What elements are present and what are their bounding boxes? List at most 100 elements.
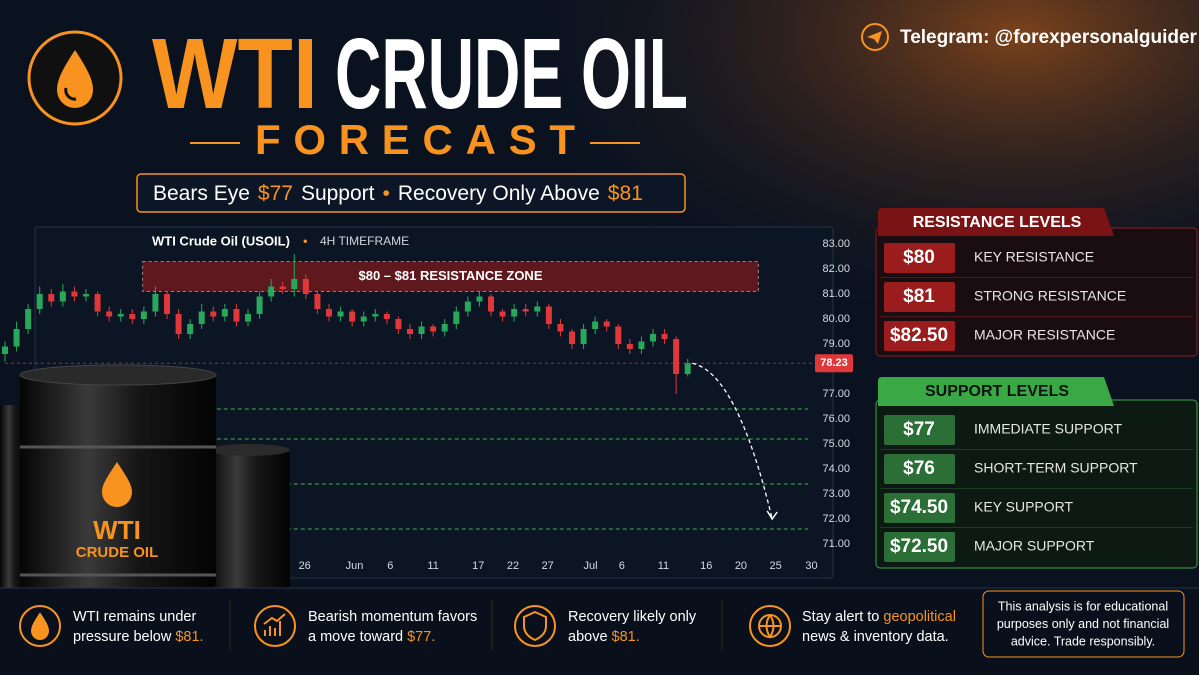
footer-text-part: Stay alert to [802,609,879,625]
level-label: MAJOR RESISTANCE [974,327,1115,343]
logo-shine [64,87,77,101]
projection-arrow [692,362,773,520]
footer-text: pressure below $81. [73,629,204,645]
candle-body [337,311,344,317]
y-tick-label: 74.00 [822,463,850,475]
candle-body [441,324,448,332]
plot: 83.0082.0081.0080.0079.0078.0077.0076.00… [2,238,853,572]
disclaimer-line: This analysis is for educational [998,599,1168,613]
candle-body [580,329,587,344]
x-tick-label: 30 [805,560,817,572]
disclaimer: This analysis is for educational purposes… [997,599,1169,648]
candle-body [268,286,275,297]
icon-drop [19,605,61,647]
level-label: IMMEDIATE SUPPORT [974,421,1123,437]
chart-title: WTI Crude Oil (USOIL) [152,233,290,248]
y-tick-label: 82.00 [822,263,850,275]
x-tick-label: 11 [658,560,669,572]
tagline-part: Recovery Only Above [398,182,600,205]
support-title: SUPPORT LEVELS [925,383,1069,400]
price-box [884,493,955,523]
candle-body [592,321,599,329]
candle-body [314,294,321,309]
candle-body [279,286,286,289]
telegram: Telegram: @forexpersonalguider [900,27,1198,48]
tagline-part: Support [301,182,375,205]
y-tick-label: 73.00 [822,488,850,500]
level-label: KEY RESISTANCE [974,249,1094,265]
price-box [884,321,955,351]
candle-body [140,311,147,319]
candle-body [661,334,668,339]
candle-body [2,346,8,354]
tagline-part: • [383,182,390,205]
x-tick-label: 6 [387,560,393,572]
icon-shield-shape [523,610,547,642]
candle-body [117,314,124,317]
candle-body [326,309,332,317]
candle-body [152,294,159,312]
resistance-rows: $80 KEY RESISTANCE $81 STRONG RESISTANCE $82… [880,243,1193,351]
footer-text: Recovery likely only [568,609,697,625]
x-tick-label: 17 [472,560,484,572]
icon-globe-lines [759,614,781,639]
price: $72.50 [890,536,948,557]
x-tick-label: 6 [619,560,625,572]
barrel-drop [102,462,132,507]
chart-title-separator: • [303,233,308,248]
price: $74.50 [890,497,948,518]
candle-body [233,309,240,322]
candle-body [673,339,680,374]
x-tick-label: 11 [427,560,438,572]
footer-text: Stay alert to geopolitical [802,609,956,625]
tagline-part: Bears Eye [153,182,250,205]
price: $82.50 [890,325,948,346]
candle-body [499,311,506,317]
price: $81 [903,286,935,307]
resistance-zone [142,261,759,292]
candle-body [430,326,437,332]
telegram-plane [867,31,882,44]
y-tick-label: 72.00 [822,513,850,525]
candle-body [464,301,471,312]
candle-body [198,311,205,324]
price: $80 [903,247,935,268]
icon-shield [514,605,556,647]
candle-body [25,309,32,329]
price-box [884,532,955,562]
barrel-main-top [19,364,217,386]
candle-body [626,344,633,349]
tagline-part: $81 [608,182,643,205]
x-tick-label: 16 [700,560,712,572]
candle-body [36,294,43,309]
candle-body [650,334,656,342]
footer-text-part: geopolitical [883,609,956,625]
current-price-label: 78.23 [820,357,848,369]
price: $76 [903,458,935,479]
y-tick-label: 81.00 [822,288,850,300]
chart-timeframe: 4H TIMEFRAME [320,234,409,248]
tagline-box [136,173,686,213]
candle-body [164,294,170,314]
footer-text-part: pressure below [73,629,172,645]
candle-body [210,311,217,317]
candle-body [545,306,552,324]
y-tick-label: 80.00 [822,313,850,325]
disclaimer-line: advice. Trade responsibly. [1011,634,1155,648]
x-tick-label: 25 [770,560,782,572]
projection-arrowhead [766,510,778,521]
resistance-tab [878,208,1114,236]
y-tick-label: 76.00 [822,413,850,425]
footer-text-part: $81. [175,629,203,645]
candle-body [245,314,251,322]
candle-body [187,324,194,334]
icon-chart [254,605,296,647]
candle-body [488,296,494,312]
candle-body [615,326,622,344]
price-box [884,282,955,312]
barrel-back [208,448,290,590]
candle-body [522,309,529,312]
y-tick-label: 79.00 [822,338,850,350]
candle-body [684,363,691,374]
